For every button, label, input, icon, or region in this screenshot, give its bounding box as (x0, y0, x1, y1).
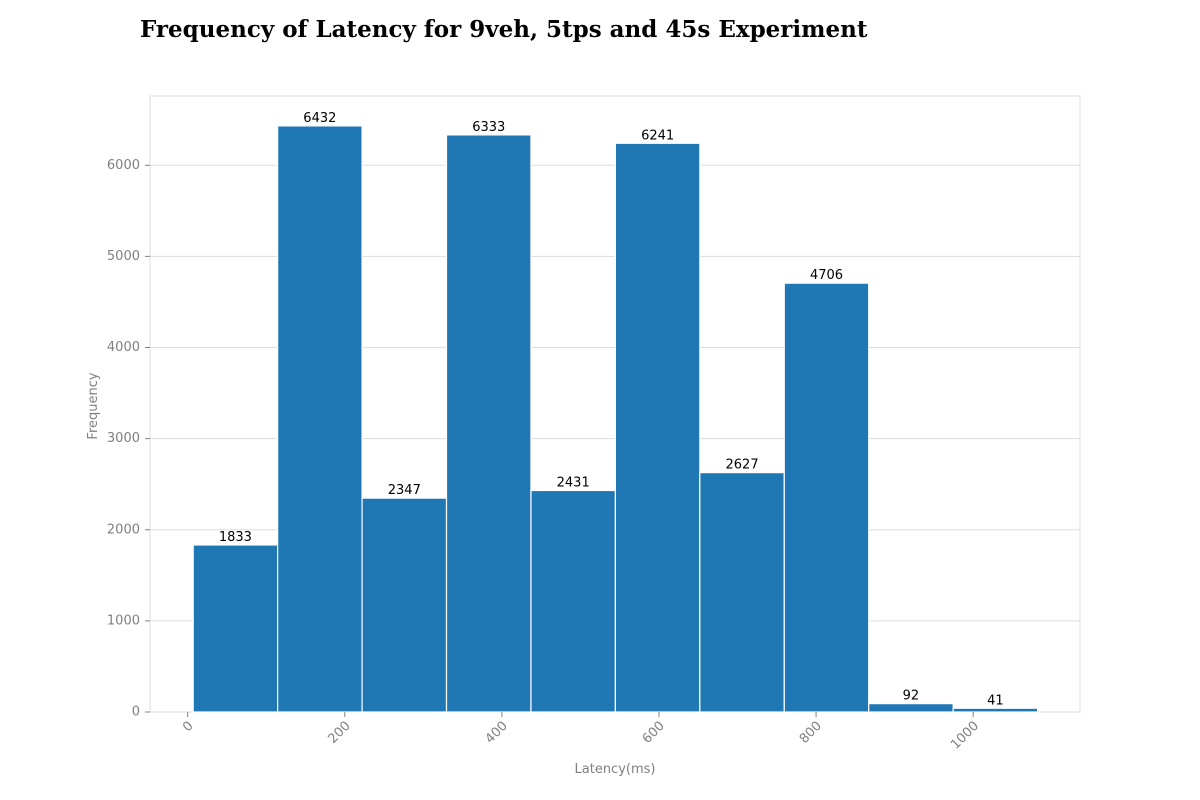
bar-value-label: 4706 (810, 268, 843, 283)
bar (699, 472, 785, 713)
x-tick-label: 1000 (948, 719, 982, 753)
bar (868, 703, 954, 713)
bar (277, 125, 363, 713)
bar-value-label: 41 (987, 693, 1004, 708)
y-tick-label: 1000 (107, 613, 140, 628)
bar-value-label: 92 (903, 689, 920, 704)
x-tick-label: 800 (797, 719, 825, 747)
bar-value-label: 2627 (726, 458, 759, 473)
y-tick-label: 6000 (107, 158, 140, 173)
y-tick-label: 2000 (107, 522, 140, 537)
bar (614, 142, 701, 713)
x-tick-label: 200 (326, 719, 354, 747)
bar (361, 497, 448, 713)
y-axis: 0 1000 2000 3000 4000 5000 6000 (107, 158, 150, 720)
bar-value-label: 6333 (472, 120, 505, 135)
data-labels: 1833 6432 2347 6333 2431 6241 2627 4706 92 41 (219, 111, 1004, 708)
bar-value-label: 6432 (303, 111, 336, 126)
y-tick-label: 0 (132, 705, 140, 720)
y-tick-label: 3000 (107, 431, 140, 446)
x-tick-label: 0 (180, 719, 196, 735)
bar (530, 489, 616, 713)
x-axis: 0 200 400 600 800 1000 (180, 712, 982, 753)
bar-value-label: 1833 (219, 530, 252, 545)
bar (952, 707, 1039, 713)
bars (192, 125, 1039, 713)
bar (783, 282, 870, 713)
chart-title: Frequency of Latency for 9veh, 5tps and … (140, 16, 868, 43)
bar-value-label: 6241 (641, 128, 674, 143)
bar-value-label: 2347 (388, 483, 421, 498)
x-axis-label: Latency(ms) (575, 762, 656, 777)
y-tick-label: 4000 (107, 340, 140, 355)
x-tick-label: 400 (483, 719, 511, 747)
x-tick-label: 600 (640, 719, 668, 747)
bar (445, 134, 532, 713)
bar-value-label: 2431 (557, 475, 590, 490)
bar (192, 544, 279, 713)
y-axis-label: Frequency (86, 372, 101, 439)
y-tick-label: 5000 (107, 249, 140, 264)
